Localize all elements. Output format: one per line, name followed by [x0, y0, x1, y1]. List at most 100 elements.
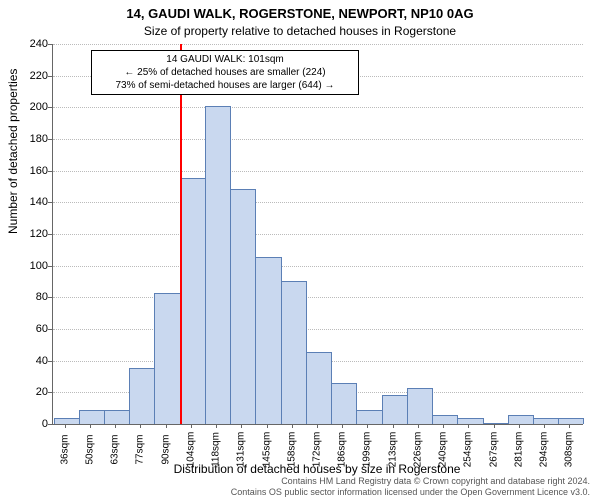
y-tick-mark — [48, 76, 52, 77]
footer-line-1: Contains HM Land Registry data © Crown c… — [10, 476, 590, 487]
y-tick-mark — [48, 297, 52, 298]
gridline — [53, 171, 583, 172]
histogram-bar — [331, 383, 357, 424]
histogram-bar — [129, 368, 155, 424]
x-tick-mark — [393, 424, 394, 428]
y-tick-mark — [48, 171, 52, 172]
histogram-bar — [432, 415, 458, 424]
y-tick-label: 100 — [8, 260, 48, 272]
x-tick-label: 254sqm — [463, 430, 474, 470]
x-tick-mark — [90, 424, 91, 428]
x-tick-mark — [191, 424, 192, 428]
plot-area: 14 GAUDI WALK: 101sqm ← 25% of detached … — [52, 44, 583, 425]
x-tick-mark — [292, 424, 293, 428]
histogram-bar — [483, 423, 509, 424]
y-tick-label: 200 — [8, 101, 48, 113]
y-tick-label: 0 — [8, 418, 48, 430]
y-tick-label: 220 — [8, 70, 48, 82]
annotation-line-3: 73% of semi-detached houses are larger (… — [96, 79, 354, 92]
gridline — [53, 107, 583, 108]
histogram-bar — [356, 410, 382, 424]
histogram-bar — [255, 257, 281, 424]
y-tick-mark — [48, 424, 52, 425]
histogram-bar — [533, 418, 559, 424]
y-tick-mark — [48, 202, 52, 203]
y-tick-label: 80 — [8, 291, 48, 303]
x-tick-label: 226sqm — [412, 430, 423, 470]
histogram-bar — [558, 418, 584, 424]
annotation-box: 14 GAUDI WALK: 101sqm ← 25% of detached … — [91, 50, 359, 95]
y-tick-label: 180 — [8, 133, 48, 145]
x-tick-label: 281sqm — [513, 430, 524, 470]
x-tick-label: 90sqm — [160, 430, 171, 470]
y-tick-mark — [48, 139, 52, 140]
histogram-bar — [306, 352, 332, 424]
gridline — [53, 297, 583, 298]
x-tick-label: 50sqm — [84, 430, 95, 470]
x-tick-label: 131sqm — [236, 430, 247, 470]
x-tick-label: 36sqm — [59, 430, 70, 470]
x-tick-mark — [418, 424, 419, 428]
x-tick-label: 308sqm — [564, 430, 575, 470]
x-tick-label: 186sqm — [337, 430, 348, 470]
x-tick-label: 104sqm — [185, 430, 196, 470]
property-marker-line — [180, 44, 182, 424]
x-tick-label: 172sqm — [312, 430, 323, 470]
chart-subtitle: Size of property relative to detached ho… — [0, 24, 600, 38]
histogram-bar — [281, 281, 307, 425]
x-tick-label: 118sqm — [211, 430, 222, 470]
x-tick-label: 213sqm — [387, 430, 398, 470]
y-tick-label: 140 — [8, 196, 48, 208]
y-tick-mark — [48, 392, 52, 393]
x-tick-mark — [216, 424, 217, 428]
x-tick-label: 158sqm — [286, 430, 297, 470]
chart-title-address: 14, GAUDI WALK, ROGERSTONE, NEWPORT, NP1… — [0, 6, 600, 21]
x-tick-label: 145sqm — [261, 430, 272, 470]
annotation-line-2: ← 25% of detached houses are smaller (22… — [96, 66, 354, 79]
y-tick-label: 40 — [8, 355, 48, 367]
x-tick-label: 294sqm — [539, 430, 550, 470]
x-tick-mark — [166, 424, 167, 428]
y-tick-mark — [48, 234, 52, 235]
histogram-bar — [457, 418, 483, 424]
x-tick-mark — [367, 424, 368, 428]
y-tick-label: 160 — [8, 165, 48, 177]
annotation-line-1: 14 GAUDI WALK: 101sqm — [96, 53, 354, 66]
x-tick-mark — [317, 424, 318, 428]
histogram-bar — [104, 410, 130, 424]
y-tick-label: 60 — [8, 323, 48, 335]
gridline — [53, 266, 583, 267]
chart-container: 14, GAUDI WALK, ROGERSTONE, NEWPORT, NP1… — [0, 0, 600, 500]
x-tick-mark — [115, 424, 116, 428]
x-tick-mark — [241, 424, 242, 428]
y-tick-mark — [48, 266, 52, 267]
x-tick-label: 199sqm — [362, 430, 373, 470]
histogram-bar — [508, 415, 534, 424]
x-tick-mark — [519, 424, 520, 428]
x-tick-mark — [267, 424, 268, 428]
y-tick-mark — [48, 329, 52, 330]
y-axis-label: Number of detached properties — [6, 69, 20, 234]
y-tick-label: 20 — [8, 386, 48, 398]
histogram-bar — [230, 189, 256, 424]
y-tick-mark — [48, 361, 52, 362]
x-tick-mark — [65, 424, 66, 428]
x-tick-mark — [443, 424, 444, 428]
histogram-bar — [54, 418, 80, 424]
y-tick-mark — [48, 44, 52, 45]
histogram-bar — [79, 410, 105, 424]
x-tick-mark — [468, 424, 469, 428]
histogram-bar — [154, 293, 180, 424]
x-tick-label: 267sqm — [488, 430, 499, 470]
gridline — [53, 139, 583, 140]
histogram-bar — [180, 178, 206, 424]
x-tick-label: 63sqm — [110, 430, 121, 470]
histogram-bar — [407, 388, 433, 424]
y-tick-label: 120 — [8, 228, 48, 240]
x-tick-mark — [544, 424, 545, 428]
histogram-bar — [382, 395, 408, 425]
y-tick-label: 240 — [8, 38, 48, 50]
gridline — [53, 329, 583, 330]
y-tick-mark — [48, 107, 52, 108]
gridline — [53, 234, 583, 235]
